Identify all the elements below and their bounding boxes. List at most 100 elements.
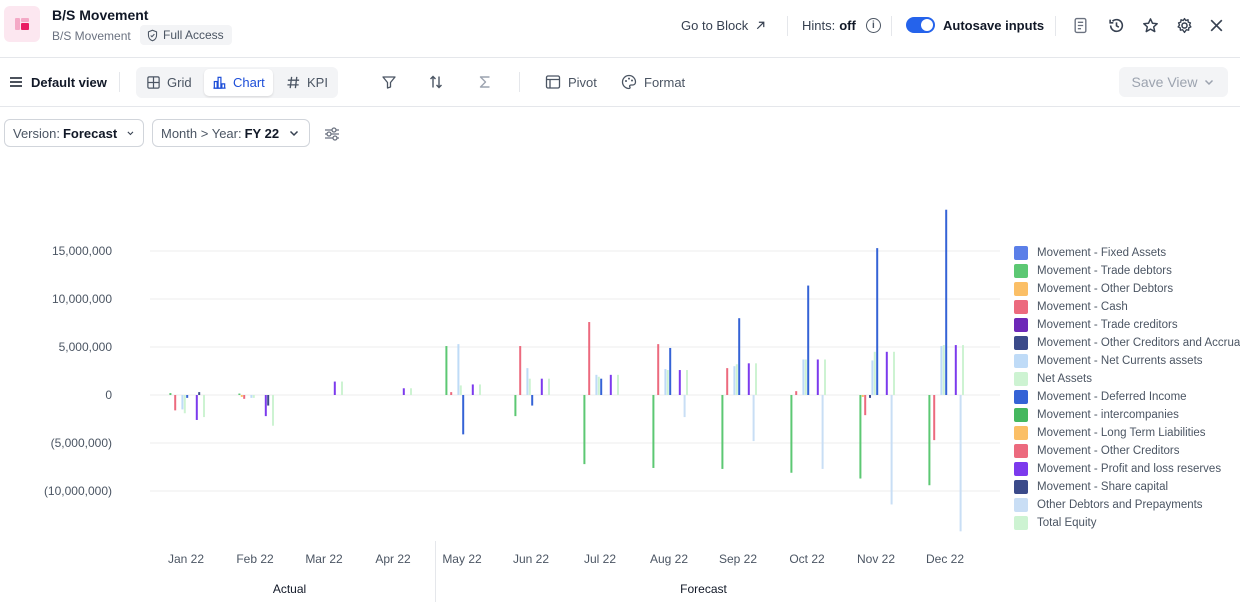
info-icon[interactable]: i <box>865 17 881 33</box>
bar[interactable] <box>962 345 964 395</box>
bar[interactable] <box>250 395 253 398</box>
bar[interactable] <box>252 395 255 398</box>
bar[interactable] <box>445 346 448 395</box>
gear-icon[interactable] <box>1174 15 1194 35</box>
bar[interactable] <box>666 370 669 395</box>
bar[interactable] <box>181 395 184 410</box>
view-selector[interactable]: Default view <box>8 58 107 106</box>
autosave-toggle[interactable] <box>906 17 935 33</box>
legend-item[interactable]: Movement - Trade debtors <box>1014 262 1240 280</box>
bar[interactable] <box>683 395 686 418</box>
bar[interactable] <box>816 359 819 395</box>
bar[interactable] <box>893 351 895 395</box>
legend-item[interactable]: Movement - Fixed Assets <box>1014 244 1240 262</box>
legend-item[interactable]: Movement - Other Debtors <box>1014 280 1240 298</box>
bar[interactable] <box>459 385 462 395</box>
bar[interactable] <box>203 395 205 418</box>
bar[interactable] <box>752 395 755 442</box>
bar[interactable] <box>876 248 879 395</box>
bar[interactable] <box>790 395 793 473</box>
bar[interactable] <box>195 395 198 420</box>
bar[interactable] <box>954 345 957 395</box>
bar[interactable] <box>733 366 736 395</box>
bar[interactable] <box>890 395 893 505</box>
bar[interactable] <box>333 381 336 395</box>
access-badge[interactable]: Full Access <box>140 25 232 45</box>
bar[interactable] <box>410 388 412 395</box>
bar[interactable] <box>821 395 824 469</box>
legend-item[interactable]: Movement - Other Creditors and Accruals <box>1014 334 1240 352</box>
sort-button[interactable] <box>428 58 444 106</box>
bar[interactable] <box>595 374 598 395</box>
bar[interactable] <box>861 395 864 397</box>
bar[interactable] <box>721 395 724 469</box>
history-icon[interactable] <box>1106 15 1126 35</box>
bar[interactable] <box>885 351 888 395</box>
bar[interactable] <box>341 381 343 395</box>
tab-grid[interactable]: Grid <box>138 69 200 96</box>
tab-kpi[interactable]: KPI <box>278 69 336 96</box>
bar[interactable] <box>864 395 867 416</box>
legend-item[interactable]: Movement - Other Creditors <box>1014 442 1240 460</box>
bar[interactable] <box>804 359 807 395</box>
bar[interactable] <box>243 395 246 399</box>
bar[interactable] <box>942 345 945 395</box>
version-filter[interactable]: Version: Forecast <box>4 119 144 147</box>
bar[interactable] <box>869 395 871 398</box>
bar[interactable] <box>738 318 741 395</box>
bar[interactable] <box>933 395 936 441</box>
block-breadcrumb[interactable]: B/S Movement <box>52 29 131 43</box>
legend-item[interactable]: Net Assets <box>1014 370 1240 388</box>
bar[interactable] <box>755 363 757 395</box>
legend-item[interactable]: Movement - Trade creditors <box>1014 316 1240 334</box>
bar[interactable] <box>747 363 750 395</box>
period-filter[interactable]: Month > Year: FY 22 <box>152 119 310 147</box>
legend-item[interactable]: Movement - intercompanies <box>1014 406 1240 424</box>
bar[interactable] <box>583 395 586 465</box>
filter-button[interactable] <box>381 58 397 106</box>
aggregate-button[interactable] <box>477 58 493 106</box>
bar[interactable] <box>669 347 672 395</box>
bar[interactable] <box>183 395 186 414</box>
bar[interactable] <box>198 392 201 395</box>
bar[interactable] <box>528 378 531 395</box>
bar[interactable] <box>531 395 534 406</box>
notes-icon[interactable] <box>1070 15 1090 35</box>
bar[interactable] <box>402 388 405 395</box>
save-view-button[interactable]: Save View <box>1119 67 1228 97</box>
tab-chart[interactable]: Chart <box>204 69 273 96</box>
legend-item[interactable]: Movement - Net Currents assets <box>1014 352 1240 370</box>
bar[interactable] <box>540 378 543 395</box>
bar[interactable] <box>824 359 826 395</box>
bar[interactable] <box>871 360 874 395</box>
legend-item[interactable]: Other Debtors and Prepayments <box>1014 496 1240 514</box>
bar[interactable] <box>735 364 738 395</box>
bar[interactable] <box>519 346 522 395</box>
bar[interactable] <box>588 322 591 395</box>
bar[interactable] <box>457 344 460 395</box>
bar[interactable] <box>479 384 481 395</box>
bar[interactable] <box>664 369 667 395</box>
bar[interactable] <box>609 374 612 395</box>
bar[interactable] <box>686 370 688 395</box>
bar[interactable] <box>959 395 962 532</box>
close-icon[interactable] <box>1206 15 1226 35</box>
bar[interactable] <box>802 359 805 395</box>
bar[interactable] <box>238 393 241 395</box>
bar[interactable] <box>678 370 681 395</box>
bar[interactable] <box>807 285 810 395</box>
bar[interactable] <box>859 395 862 479</box>
go-to-block-link[interactable]: Go to Block <box>681 0 767 50</box>
bar[interactable] <box>169 393 172 395</box>
bar[interactable] <box>795 391 798 395</box>
legend-item[interactable]: Total Equity <box>1014 514 1240 532</box>
bar[interactable] <box>471 384 474 395</box>
filter-settings-icon[interactable] <box>322 124 342 144</box>
bar[interactable] <box>526 368 529 395</box>
pivot-button[interactable]: Pivot <box>545 58 597 106</box>
bar[interactable] <box>186 395 189 398</box>
hints-toggle[interactable]: Hints: off i <box>802 0 881 50</box>
bar[interactable] <box>264 395 267 417</box>
bar[interactable] <box>240 395 243 397</box>
legend-item[interactable]: Movement - Deferred Income <box>1014 388 1240 406</box>
